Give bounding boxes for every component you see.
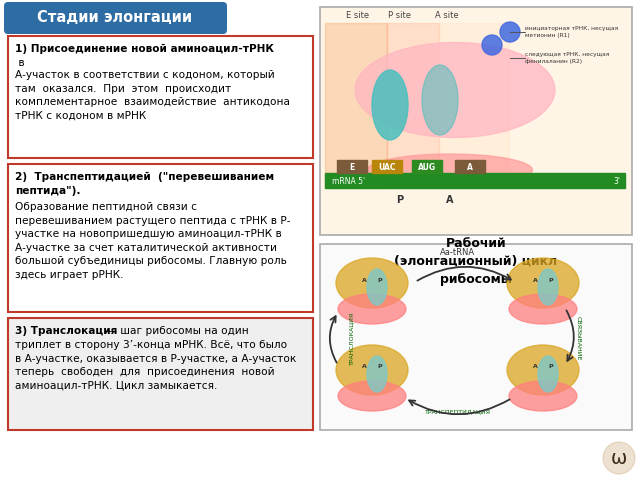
Text: ТРАНСЛОКАЦИЯ: ТРАНСЛОКАЦИЯ — [349, 312, 355, 365]
Text: AUG: AUG — [418, 163, 436, 171]
Ellipse shape — [355, 43, 555, 137]
Ellipse shape — [507, 345, 579, 395]
Text: 1) Присоединение новой аминоацил-тРНК: 1) Присоединение новой аминоацил-тРНК — [15, 44, 274, 54]
Text: в: в — [15, 58, 24, 68]
Circle shape — [603, 442, 635, 474]
Ellipse shape — [336, 345, 408, 395]
FancyBboxPatch shape — [8, 164, 313, 312]
Ellipse shape — [338, 294, 406, 324]
Text: Образование пептидной связи с
перевешиванием растущего пептида с тРНК в Р-
участ: Образование пептидной связи с перевешива… — [15, 202, 291, 280]
FancyBboxPatch shape — [320, 7, 632, 235]
Text: Aa-tRNA: Aa-tRNA — [440, 248, 476, 257]
Text: A: A — [362, 364, 367, 370]
Text: Стадии элонгации: Стадии элонгации — [37, 11, 193, 25]
FancyBboxPatch shape — [320, 244, 632, 430]
Ellipse shape — [338, 381, 406, 411]
Text: E: E — [349, 163, 355, 171]
Ellipse shape — [422, 65, 458, 135]
Ellipse shape — [372, 70, 408, 140]
Text: mRNA 5': mRNA 5' — [332, 177, 365, 185]
Ellipse shape — [336, 258, 408, 308]
Ellipse shape — [538, 356, 558, 392]
Text: A: A — [532, 364, 538, 370]
Text: P: P — [548, 364, 554, 370]
Ellipse shape — [509, 294, 577, 324]
Bar — [325, 173, 625, 188]
Text: инициаторная тРНК, несущая
метионин (R1): инициаторная тРНК, несущая метионин (R1) — [525, 26, 618, 37]
Ellipse shape — [367, 154, 532, 186]
Text: А-участок в соответствии с кодоном, который
там  оказался.  При  этом  происходи: А-участок в соответствии с кодоном, кото… — [15, 70, 290, 121]
Text: P: P — [378, 364, 382, 370]
FancyBboxPatch shape — [8, 36, 313, 158]
FancyBboxPatch shape — [4, 2, 227, 34]
Ellipse shape — [367, 269, 387, 305]
Bar — [387, 23, 439, 188]
Text: 2)  Транспептидацией  ("перевешиванием
пептида").: 2) Транспептидацией ("перевешиванием пеп… — [15, 172, 274, 196]
Bar — [372, 160, 402, 173]
Text: A: A — [532, 277, 538, 283]
Text: A: A — [446, 195, 454, 205]
Bar — [325, 23, 387, 188]
Circle shape — [482, 35, 502, 55]
Text: A: A — [362, 277, 367, 283]
Text: P: P — [378, 277, 382, 283]
Ellipse shape — [538, 269, 558, 305]
Text: P: P — [396, 195, 404, 205]
Text: Рабочий
(элонгационный) цикл
рибосомы: Рабочий (элонгационный) цикл рибосомы — [394, 237, 557, 286]
Text: СВЯЗЫВАНИЕ: СВЯЗЫВАНИЕ — [575, 316, 580, 360]
FancyBboxPatch shape — [8, 318, 313, 430]
Text: UAC: UAC — [378, 163, 396, 171]
Bar — [455, 160, 485, 173]
Text: ТРАНСПЕПТИДАЦИЯ: ТРАНСПЕПТИДАЦИЯ — [425, 409, 491, 415]
Bar — [337, 160, 367, 173]
Text: — шаг рибосомы на один: — шаг рибосомы на один — [103, 326, 249, 336]
Text: 3) Транслокация: 3) Транслокация — [15, 326, 117, 336]
Text: A site: A site — [435, 11, 459, 20]
Text: E site: E site — [346, 11, 369, 20]
Bar — [412, 160, 442, 173]
Text: P: P — [548, 277, 554, 283]
Text: A: A — [467, 163, 473, 171]
Ellipse shape — [507, 258, 579, 308]
Ellipse shape — [509, 381, 577, 411]
Bar — [439, 23, 509, 188]
Text: ω: ω — [611, 448, 627, 468]
Text: 3': 3' — [613, 177, 620, 185]
Text: P site: P site — [388, 11, 412, 20]
Text: следующая тРНК, несущая
фенилаланин (R2): следующая тРНК, несущая фенилаланин (R2) — [525, 52, 609, 64]
Text: триплет в сторону 3’-конца мРНК. Всё, что было
в А-участке, оказывается в Р-учас: триплет в сторону 3’-конца мРНК. Всё, чт… — [15, 340, 296, 391]
Circle shape — [500, 22, 520, 42]
Ellipse shape — [367, 356, 387, 392]
